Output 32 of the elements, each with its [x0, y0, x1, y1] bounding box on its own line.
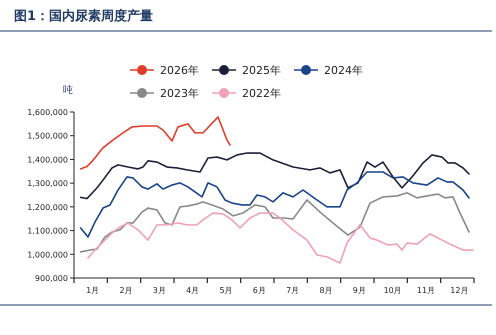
x-tick-label: 11月 — [416, 286, 436, 295]
legend-label: 2024年 — [324, 64, 363, 77]
x-tick-label: 5月 — [219, 286, 233, 295]
y-tick-label: 1,000,000 — [27, 250, 68, 260]
line-series — [80, 152, 470, 200]
y-axis-title: 吨 — [63, 84, 73, 96]
x-tick-label: 2月 — [119, 286, 133, 295]
x-tick-label: 1月 — [86, 286, 100, 295]
y-tick-label: 1,400,000 — [27, 155, 68, 164]
line-series — [87, 212, 474, 264]
x-tick-label: 4月 — [186, 286, 200, 295]
legend-label: 2025年 — [242, 64, 281, 77]
legend-label: 2022年 — [242, 87, 281, 100]
x-tick-label: 8月 — [319, 286, 333, 295]
chart-title: 图1：国内尿素周度产量 — [14, 8, 154, 24]
x-tick-label: 7月 — [286, 286, 300, 295]
y-tick-label: 1,600,000 — [27, 108, 68, 117]
x-tick-label: 9月 — [352, 286, 366, 295]
x-tick-label: 12月 — [450, 286, 468, 295]
x-tick-label: 10月 — [384, 286, 402, 295]
line-series — [80, 192, 470, 253]
y-tick-label: 1,500,000 — [27, 132, 68, 141]
y-tick-label: 1,100,000 — [27, 226, 68, 236]
y-tick-label: 1,300,000 — [27, 179, 68, 188]
legend-label: 2026年 — [160, 64, 199, 77]
y-tick-label: 1,200,000 — [27, 202, 68, 212]
line-series — [80, 116, 231, 170]
x-tick-label: 3月 — [152, 286, 166, 295]
x-tick-label: 6月 — [252, 286, 266, 295]
line-series — [80, 171, 470, 238]
legend-label: 2023年 — [160, 87, 199, 100]
y-tick-label: 900,000 — [34, 274, 68, 283]
